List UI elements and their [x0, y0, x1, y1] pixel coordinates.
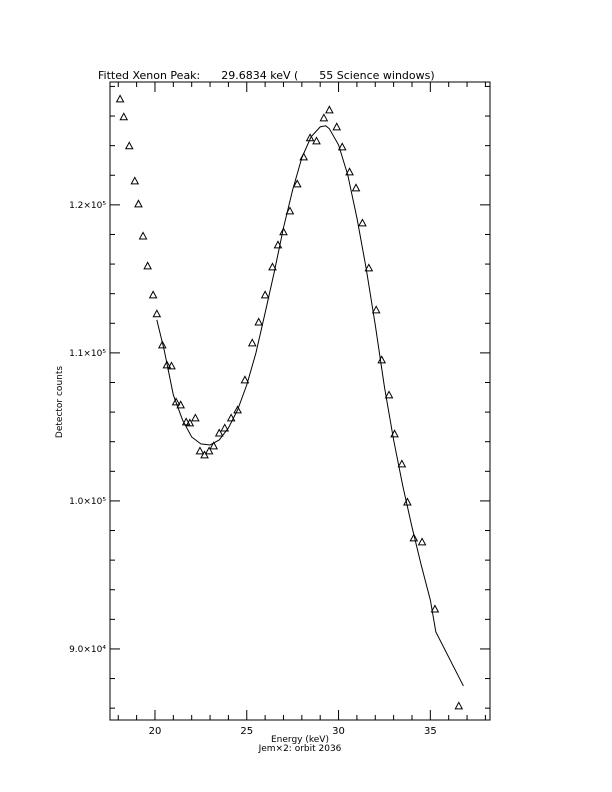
data-point [292, 179, 302, 188]
data-point [204, 446, 214, 455]
data-point [337, 142, 347, 151]
data-point [185, 418, 195, 427]
data-point [233, 405, 242, 414]
data-point [226, 413, 236, 422]
data-point [240, 375, 250, 384]
data-point [138, 231, 148, 240]
data-point [377, 355, 387, 364]
subtitle: Jem×2: orbit 2036 [258, 744, 342, 754]
x-tick-label: 30 [332, 726, 345, 737]
data-point [119, 112, 129, 121]
data-point [332, 122, 342, 131]
data-point [430, 604, 440, 613]
data-point [279, 227, 288, 236]
data-point [260, 290, 270, 299]
data-point [397, 459, 407, 468]
data-point [130, 176, 140, 185]
data-point [200, 450, 209, 459]
data-point [176, 400, 186, 409]
plot-frame [109, 81, 491, 721]
data-point [403, 497, 412, 506]
data-point [247, 338, 257, 347]
data-point [364, 263, 374, 272]
data-point [345, 167, 354, 176]
x-tick-label: 35 [424, 726, 437, 737]
data-point [209, 441, 219, 450]
data-point [254, 317, 264, 326]
data-point [181, 417, 191, 426]
data-point [351, 183, 361, 192]
chart-title: Fitted Xenon Peak: 29.6834 keV ( 55 Scie… [98, 69, 435, 82]
data-point [268, 262, 277, 271]
x-axis-label: Energy (keV) [271, 735, 329, 745]
y-tick-label: 9.0×10⁴ [69, 645, 106, 655]
data-point [384, 390, 394, 399]
data-point [454, 701, 464, 710]
y-axis-label: Detector counts [55, 366, 65, 438]
fit-line [156, 125, 464, 687]
x-tick-label: 25 [240, 726, 253, 737]
data-point [143, 261, 152, 270]
data-point [319, 113, 329, 122]
data-point [162, 360, 172, 369]
data-point [358, 218, 367, 227]
y-tick-label: 1.2×10⁵ [69, 201, 106, 211]
data-point [157, 340, 167, 349]
data-point [285, 206, 295, 215]
data-point [409, 533, 419, 542]
data-point [305, 133, 315, 142]
data-point [220, 423, 230, 432]
data-point [191, 413, 200, 422]
data-point [371, 305, 381, 314]
data-point [167, 361, 176, 370]
data-point [325, 105, 334, 114]
data-point [124, 141, 134, 150]
data-point [134, 199, 143, 208]
data-point [115, 94, 125, 103]
data-point [417, 537, 427, 546]
y-tick-label: 1.1×10⁵ [69, 349, 106, 359]
x-tick-label: 20 [149, 726, 162, 737]
data-point [152, 309, 162, 318]
y-tick-label: 1.0×10⁵ [69, 497, 106, 507]
data-point [312, 136, 321, 145]
data-point [171, 397, 181, 406]
data-point [195, 446, 205, 455]
data-point [214, 428, 224, 437]
data-point [148, 290, 158, 299]
